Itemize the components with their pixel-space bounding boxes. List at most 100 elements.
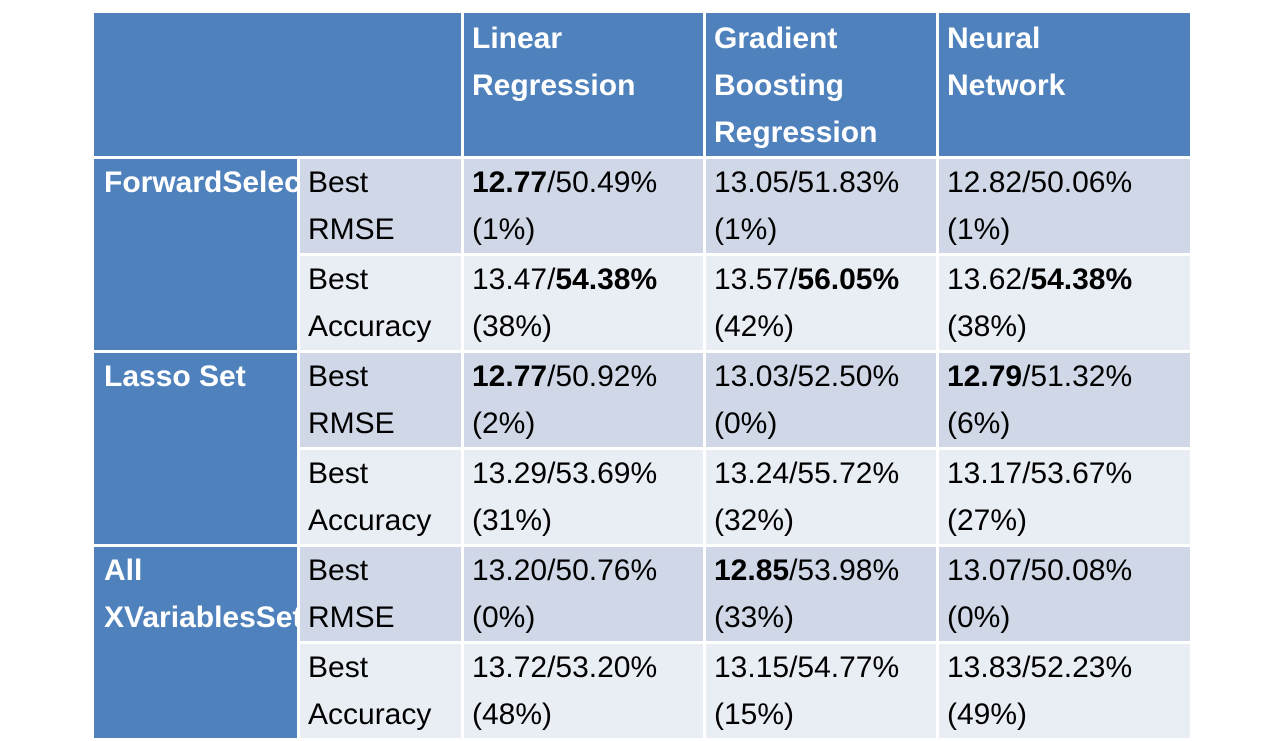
result-cell: 13.03/52.50% (0%) (703, 350, 939, 450)
percentage-value: (31%) (472, 504, 553, 537)
rmse-value: 12.79 (947, 360, 1023, 393)
rmse-value: 13.57 (714, 263, 790, 296)
result-cell: 12.77/50.92% (2%) (461, 350, 706, 450)
result-values-line: 13.47/54.38% (472, 258, 702, 304)
metric-label-line: RMSE (308, 213, 395, 246)
metric-label-cell: Best RMSE (297, 156, 464, 256)
table-row: All XVariablesSet Best RMSE 13.20/50.76% (0%… (91, 544, 1193, 741)
column-header-line: Network (947, 69, 1066, 102)
rmse-value: 13.24 (714, 457, 790, 490)
percentage-value: (0%) (714, 407, 778, 440)
accuracy-value: 52.50% (797, 360, 900, 393)
result-values-line: 13.17/53.67% (947, 452, 1189, 498)
percentage-value: (48%) (472, 698, 553, 731)
percentage-value: (0%) (472, 601, 536, 634)
percentage-value: (15%) (714, 698, 795, 731)
result-values-line: 13.03/52.50% (714, 355, 935, 401)
accuracy-value: 50.76% (555, 554, 658, 587)
metric-label-line: Accuracy (308, 698, 432, 731)
rmse-value: 13.62 (947, 263, 1023, 296)
percentage-value: (27%) (947, 504, 1028, 537)
result-cell: 13.62/54.38% (38%) (936, 253, 1193, 353)
value-separator: / (547, 457, 556, 490)
row-group-label-line: Set (255, 601, 299, 634)
value-separator: / (1022, 360, 1031, 393)
accuracy-value: 51.83% (797, 166, 900, 199)
result-values-line: 12.77/50.92% (472, 355, 702, 401)
value-separator: / (547, 554, 556, 587)
metric-label-line: Best (308, 166, 369, 199)
result-cell: 13.57/56.05% (42%) (703, 253, 939, 353)
result-cell: 13.05/51.83% (1%) (703, 156, 939, 256)
metric-label-line: Best (308, 554, 369, 587)
metric-label-line: Accuracy (308, 504, 432, 537)
result-values-line: 12.77/50.49% (472, 161, 702, 207)
value-separator: / (547, 263, 556, 296)
result-cell: 13.20/50.76% (0%) (461, 544, 706, 644)
value-separator: / (547, 166, 556, 199)
table-row: Best Accuracy 13.47/54.38% (38%) 13.57/56.05… (93, 253, 1193, 353)
header-row: Linear Regression Gradient Boosting Regr… (91, 10, 1193, 159)
row-group-label-line: Selection (222, 166, 295, 199)
rmse-value: 13.29 (472, 457, 548, 490)
accuracy-value: 51.32% (1030, 360, 1133, 393)
accuracy-value: 50.49% (555, 166, 658, 199)
column-header-line: Gradient (714, 22, 838, 55)
accuracy-value: 54.38% (555, 263, 658, 296)
accuracy-value: 54.38% (1030, 263, 1133, 296)
accuracy-value: 50.06% (1030, 166, 1133, 199)
rmse-value: 13.17 (947, 457, 1023, 490)
percentage-value: (1%) (472, 213, 536, 246)
rmse-value: 13.20 (472, 554, 548, 587)
value-separator: / (1022, 263, 1031, 296)
value-separator: / (789, 263, 798, 296)
result-cell: 13.83/52.23% (49%) (936, 641, 1193, 741)
result-cell: 13.72/53.20% (48%) (461, 641, 706, 741)
row-group-label: All XVariablesSet (91, 544, 300, 741)
metric-label-cell: Best Accuracy (297, 447, 464, 547)
result-values-line: 13.83/52.23% (947, 646, 1189, 692)
result-values-line: 13.15/54.77% (714, 646, 935, 692)
value-separator: / (789, 651, 798, 684)
rmse-value: 12.77 (472, 360, 548, 393)
rmse-value: 12.77 (472, 166, 548, 199)
metric-label-line: Best (308, 360, 369, 393)
row-group-label-line: Lasso Set (104, 360, 246, 393)
accuracy-value: 54.77% (797, 651, 900, 684)
result-cell: 12.82/50.06% (1%) (936, 156, 1193, 256)
results-table: Linear Regression Gradient Boosting Regr… (91, 10, 1193, 741)
result-values-line: 13.29/53.69% (472, 452, 702, 498)
value-separator: / (547, 360, 556, 393)
value-separator: / (789, 457, 798, 490)
percentage-value: (33%) (714, 601, 795, 634)
result-cell: 13.29/53.69% (31%) (461, 447, 706, 547)
rmse-value: 13.72 (472, 651, 548, 684)
header-corner-cell (91, 10, 464, 159)
table-row: Best Accuracy 13.29/53.69% (31%) 13.24/55.72… (93, 447, 1193, 547)
result-values-line: 12.82/50.06% (947, 161, 1189, 207)
percentage-value: (32%) (714, 504, 795, 537)
accuracy-value: 50.92% (555, 360, 658, 393)
metric-label-line: Accuracy (308, 310, 432, 343)
result-cell: 13.17/53.67% (27%) (936, 447, 1193, 547)
table-row: Lasso Set Best RMSE 12.77/50.92% (2%) 13.03/5… (91, 350, 1193, 547)
result-cell: 12.85/53.98% (33%) (703, 544, 939, 644)
percentage-value: (2%) (472, 407, 536, 440)
result-cell: 13.47/54.38% (38%) (461, 253, 706, 353)
column-header-linear-regression: Linear Regression (461, 10, 706, 159)
percentage-value: (1%) (714, 213, 778, 246)
accuracy-value: 53.98% (797, 554, 900, 587)
percentage-value: (1%) (947, 213, 1011, 246)
result-values-line: 13.57/56.05% (714, 258, 935, 304)
metric-label-cell: Best Accuracy (297, 641, 464, 741)
accuracy-value: 53.67% (1030, 457, 1133, 490)
table-row: ForwardSelectionSetBestRMSE12.77/50.49%(… (91, 156, 1193, 353)
rmse-value: 12.82 (947, 166, 1023, 199)
percentage-value: (0%) (947, 601, 1011, 634)
row-group-label: ForwardSelectionSet (91, 156, 300, 353)
row-group-label-line: All X (104, 554, 143, 634)
rmse-value: 13.83 (947, 651, 1023, 684)
accuracy-value: 55.72% (797, 457, 900, 490)
rmse-value: 12.85 (714, 554, 790, 587)
result-values-line: 12.85/53.98% (714, 549, 935, 595)
